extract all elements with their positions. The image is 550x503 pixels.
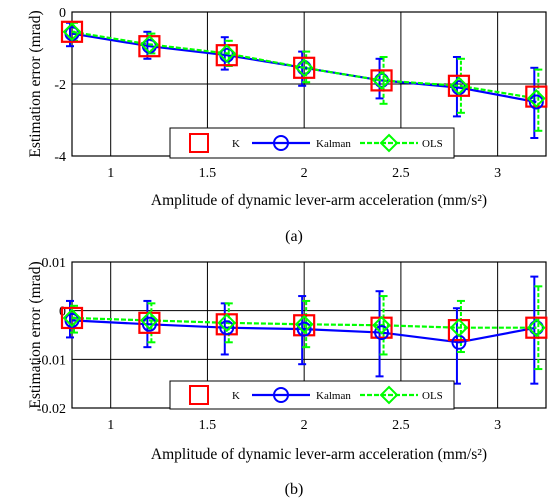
panel-a-legend-ols-label: OLS — [422, 138, 443, 150]
panel-a-kalman-point — [374, 72, 390, 88]
panel-a-legend-kalman-label: Kalman — [316, 138, 351, 150]
panel-b-ols-line — [71, 316, 537, 329]
panel-b-x-tick-label: 3 — [494, 418, 501, 433]
panel-b-caption: (b) — [285, 481, 304, 498]
panel-b-y-tick-label: -0.01 — [37, 353, 66, 368]
panel-a-x-tick-label: 3 — [494, 166, 501, 181]
panel-a-legend-kalman-swatch — [273, 135, 289, 151]
panel-a-ols-point — [526, 88, 546, 108]
panel-a-y-tick-label: -2 — [54, 78, 66, 93]
panel-a-kalman-point — [528, 94, 544, 110]
panel-a-y-axis-label: Estimation error (mrad) — [27, 10, 44, 157]
panel-a-legend-k-swatch — [189, 133, 209, 153]
panel-b-x-tick-label: 1 — [107, 418, 114, 433]
panel-a-kalman-point — [296, 60, 312, 76]
panel-b-k-point — [60, 306, 84, 330]
panel-b-legend-k-swatch — [189, 385, 209, 405]
panel-b-x-tick-label: 2 — [301, 418, 308, 433]
panel-a-ols-point — [372, 70, 391, 90]
panel-a-k-point — [447, 74, 471, 97]
panel-a-ols-point — [449, 76, 469, 96]
panel-a-k-point — [293, 56, 316, 79]
panel-a-ols-point — [217, 43, 237, 63]
panel-b-kalman-point — [141, 316, 157, 332]
panel-b-ols-point — [139, 310, 159, 330]
panel-a-x-tick-label: 1 — [107, 166, 114, 181]
panel-b-ols-point — [294, 314, 314, 334]
panel-b-x-axis-label: Amplitude of dynamic lever-arm accelerat… — [151, 446, 487, 463]
panel-b-legend-kalman-label: Kalman — [316, 390, 351, 402]
panel-a-ols-point — [139, 34, 159, 54]
panel-b-x-tick-label: 2.5 — [392, 418, 410, 433]
panel-b-ols-point — [372, 315, 391, 335]
panel-b-ols-point — [526, 318, 546, 338]
panel-a-ols-point — [294, 58, 314, 78]
panel-b-y-tick-label: 0.01 — [42, 256, 67, 271]
panel-a-x-tick-label: 2 — [301, 166, 308, 181]
panel-a-k-point — [60, 20, 84, 43]
panel-b-legend-k-label: K — [232, 390, 240, 402]
panel-b-k-point — [525, 316, 548, 339]
panel-a-caption: (a) — [285, 228, 303, 245]
panel-b-x-tick-label: 1.5 — [199, 418, 217, 433]
panel-b-legend-ols-swatch — [379, 385, 399, 405]
panel-b-legend-ols-label: OLS — [422, 390, 443, 402]
panel-b-ols-point — [62, 308, 82, 328]
panel-b-y-tick-label: -0.02 — [37, 402, 66, 417]
panel-a-ols-line — [71, 30, 537, 100]
panel-a-x-tick-label: 2.5 — [392, 166, 410, 181]
panel-a-y-tick-label: 0 — [59, 6, 66, 21]
panel-b-kalman-line — [71, 319, 537, 344]
panel-a-x-axis-label: Amplitude of dynamic lever-arm accelerat… — [151, 192, 487, 209]
panel-a-y-tick-label: -4 — [54, 150, 66, 165]
panel-b-ols-point — [449, 318, 469, 338]
panel-a-ols-point — [62, 22, 82, 42]
panel-b-kalman-point — [296, 321, 312, 337]
panel-a-legend-k-label: K — [232, 138, 240, 150]
panel-b-legend-kalman-swatch — [273, 387, 289, 403]
panel-b-ols-point — [217, 313, 237, 333]
panel-b-kalman-point — [219, 320, 235, 336]
panel-a-k-point — [370, 69, 393, 92]
panel-a-x-tick-label: 1.5 — [199, 166, 217, 181]
panel-b-y-axis-label: Estimation error (mrad) — [27, 261, 44, 408]
panel-b-kalman-point — [528, 320, 544, 336]
panel-a-legend-ols-swatch — [379, 133, 399, 153]
panel-b-kalman-point — [374, 325, 390, 341]
